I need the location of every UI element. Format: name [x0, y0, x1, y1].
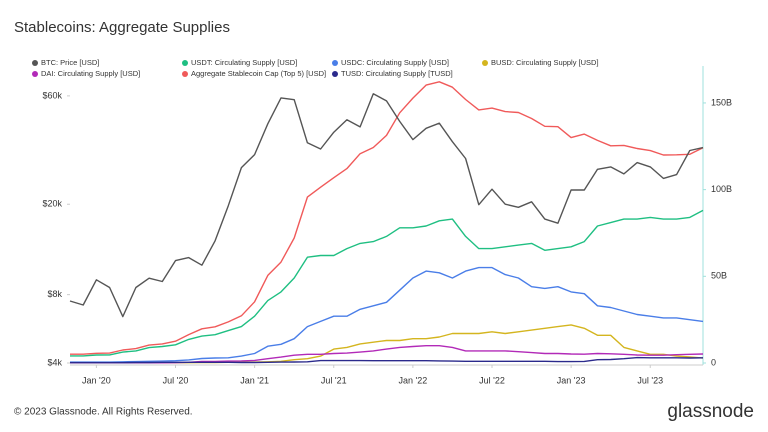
- y-tick-label: $20k: [42, 199, 62, 209]
- series-line: [70, 81, 704, 355]
- x-tick-label: Jan '20: [82, 375, 111, 385]
- legend-label: TUSD: Circulating Supply [TUSD]: [341, 69, 453, 78]
- legend-label: USDC: Circulating Supply [USD]: [341, 58, 449, 67]
- x-tick-label: Jul '21: [321, 375, 347, 385]
- legend-swatch: [32, 60, 38, 66]
- legend-swatch: [182, 60, 188, 66]
- legend-swatch: [332, 71, 338, 77]
- series-line: [70, 356, 704, 364]
- y-tick-label: $60k: [42, 90, 62, 100]
- x-tick-label: Jan '23: [557, 375, 586, 385]
- legend-swatch: [32, 71, 38, 77]
- x-tick-label: Jul '23: [637, 375, 663, 385]
- x-tick-label: Jul '20: [163, 375, 189, 385]
- legend-label: USDT: Circulating Supply [USD]: [191, 58, 297, 67]
- legend-label: BTC: Price [USD]: [41, 58, 99, 67]
- series-line: [69, 93, 704, 318]
- series-line: [70, 266, 704, 363]
- legend-label: DAI: Circulating Supply [USD]: [41, 69, 140, 78]
- logo: glassnode: [667, 401, 754, 422]
- copyright: © 2023 Glassnode. All Rights Reserved.: [14, 407, 193, 418]
- series-line: [70, 209, 704, 357]
- y2-tick-label: 50B: [711, 271, 727, 281]
- y2-tick-label: 0: [711, 357, 716, 367]
- legend-swatch: [182, 71, 188, 77]
- chart-title: Stablecoins: Aggregate Supplies: [14, 19, 230, 36]
- y-tick-label: $4k: [47, 357, 62, 367]
- legend-swatch: [482, 60, 488, 66]
- legend-label: BUSD: Circulating Supply [USD]: [491, 58, 599, 67]
- x-tick-label: Jan '22: [399, 375, 428, 385]
- y2-tick-label: 150B: [711, 97, 732, 107]
- x-tick-label: Jul '22: [479, 375, 505, 385]
- y-tick-label: $8k: [47, 289, 62, 299]
- legend-label: Aggregate Stablecoin Cap (Top 5) [USD]: [191, 69, 326, 78]
- y2-tick-label: 100B: [711, 184, 732, 194]
- legend-swatch: [332, 60, 338, 66]
- x-tick-label: Jan '21: [240, 375, 269, 385]
